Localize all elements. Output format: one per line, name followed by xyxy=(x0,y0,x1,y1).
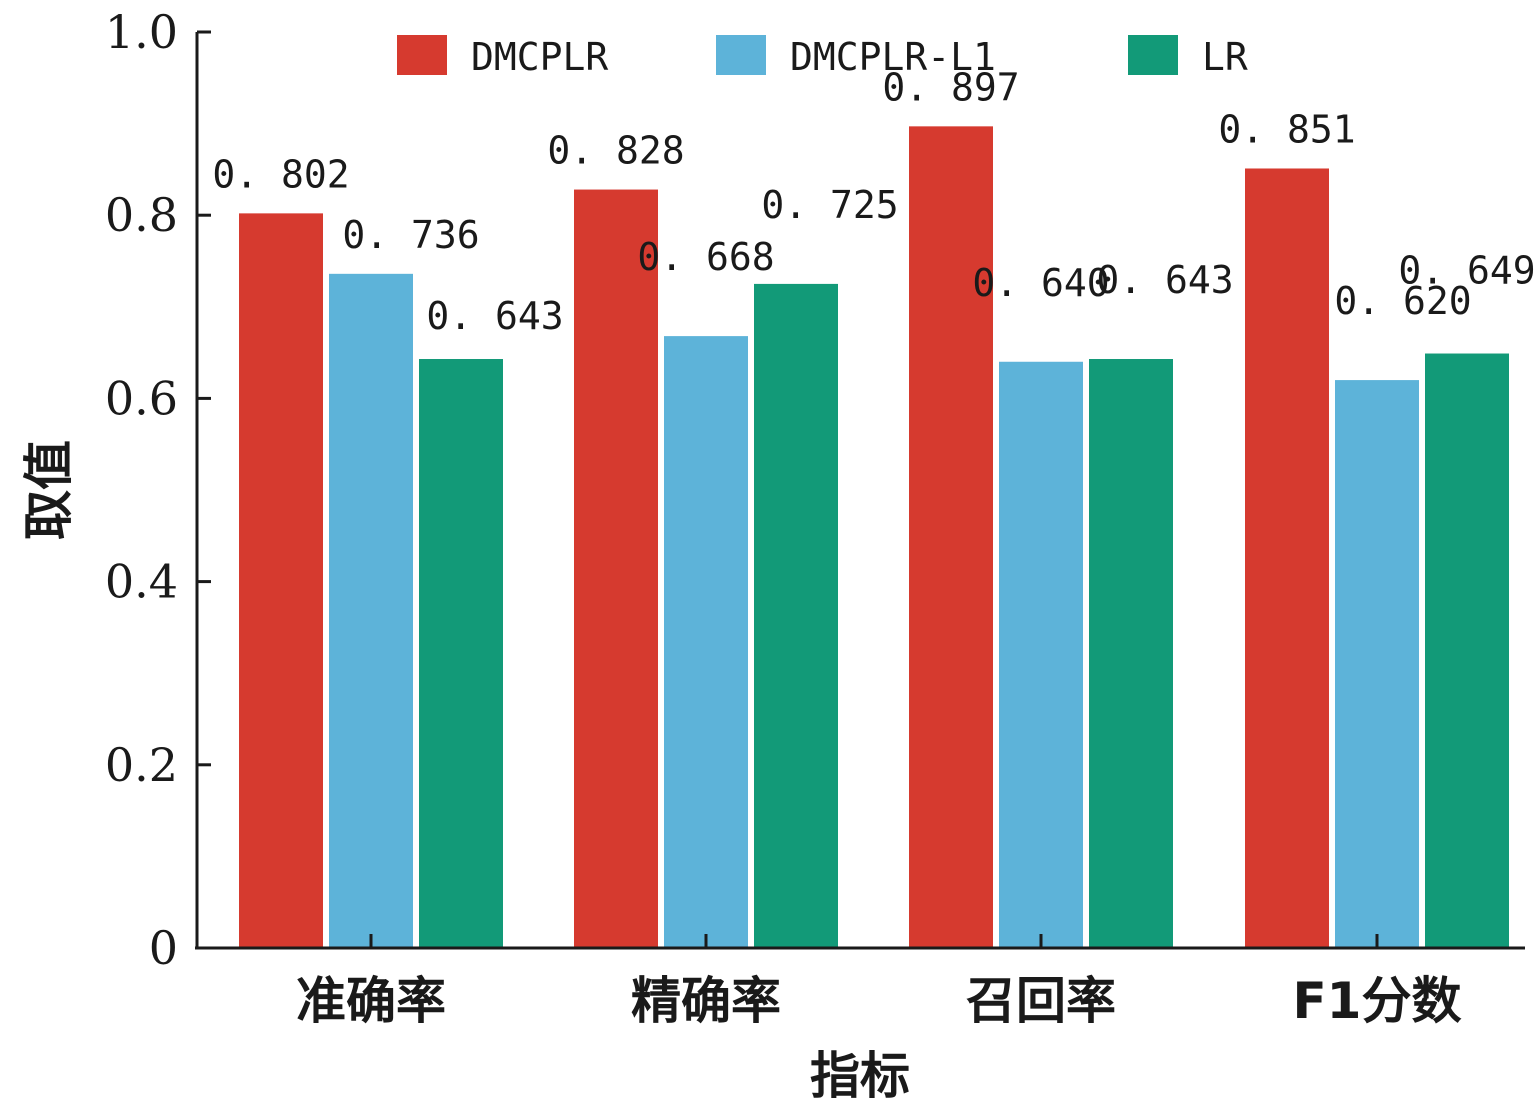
legend-label: DMCPLR-L1 xyxy=(790,35,996,79)
data-label: 0. 828 xyxy=(547,129,684,173)
data-label: 0. 640 xyxy=(972,261,1109,305)
data-label: 0. 897 xyxy=(882,65,1019,109)
bar xyxy=(329,273,413,949)
data-label: 0. 851 xyxy=(1218,107,1355,151)
x-tick-label: 召回率 xyxy=(966,972,1116,1030)
data-label: 0. 668 xyxy=(637,235,774,279)
y-tick-label: 0.4 xyxy=(105,555,178,609)
legend-label: LR xyxy=(1202,35,1248,79)
bar xyxy=(1335,380,1419,949)
legend-label: DMCPLR xyxy=(471,35,608,79)
y-tick-label: 1.0 xyxy=(105,5,178,59)
bar xyxy=(1245,168,1329,948)
y-tick-label: 0 xyxy=(149,921,178,975)
data-label: 0. 802 xyxy=(212,152,349,196)
data-label: 0. 725 xyxy=(761,183,898,227)
bars xyxy=(239,126,1509,949)
data-label: 0. 736 xyxy=(342,213,479,257)
data-label: 0. 643 xyxy=(426,294,563,338)
y-tick-label: 0.6 xyxy=(105,371,178,425)
bar xyxy=(999,361,1083,948)
bar xyxy=(419,359,503,949)
y-ticks: 0 0.2 0.4 0.6 0.8 1.0 xyxy=(105,5,211,975)
bar xyxy=(754,283,838,948)
x-axis-title: 指标 xyxy=(810,1047,910,1105)
y-axis-title: 取值 xyxy=(20,440,78,540)
x-tick-label: 精确率 xyxy=(631,972,781,1030)
y-tick-label: 0.2 xyxy=(105,738,178,792)
data-label: 0. 620 xyxy=(1334,279,1471,323)
bar xyxy=(909,126,993,948)
axes xyxy=(195,32,1525,950)
x-tick-label: F1分数 xyxy=(1293,972,1462,1030)
data-label: 0. 649 xyxy=(1398,249,1535,293)
bar xyxy=(239,213,323,949)
legend-swatch xyxy=(1128,35,1178,75)
legend-swatch xyxy=(397,35,447,75)
bar xyxy=(1425,353,1509,948)
x-ticks: 准确率 精确率 召回率 F1分数 xyxy=(296,934,1461,1030)
bar xyxy=(664,336,748,948)
data-label: 0. 643 xyxy=(1096,258,1233,302)
data-labels: 0. 802 0. 736 0. 643 0. 828 0. 668 0. 725 0. 8… xyxy=(212,65,1535,338)
x-tick-label: 准确率 xyxy=(296,972,446,1030)
bar xyxy=(1089,359,1173,949)
y-tick-label: 0.8 xyxy=(105,188,178,242)
legend: DMCPLR DMCPLR-L1 LR xyxy=(397,35,1248,79)
bar xyxy=(574,189,658,948)
legend-swatch xyxy=(716,35,766,75)
